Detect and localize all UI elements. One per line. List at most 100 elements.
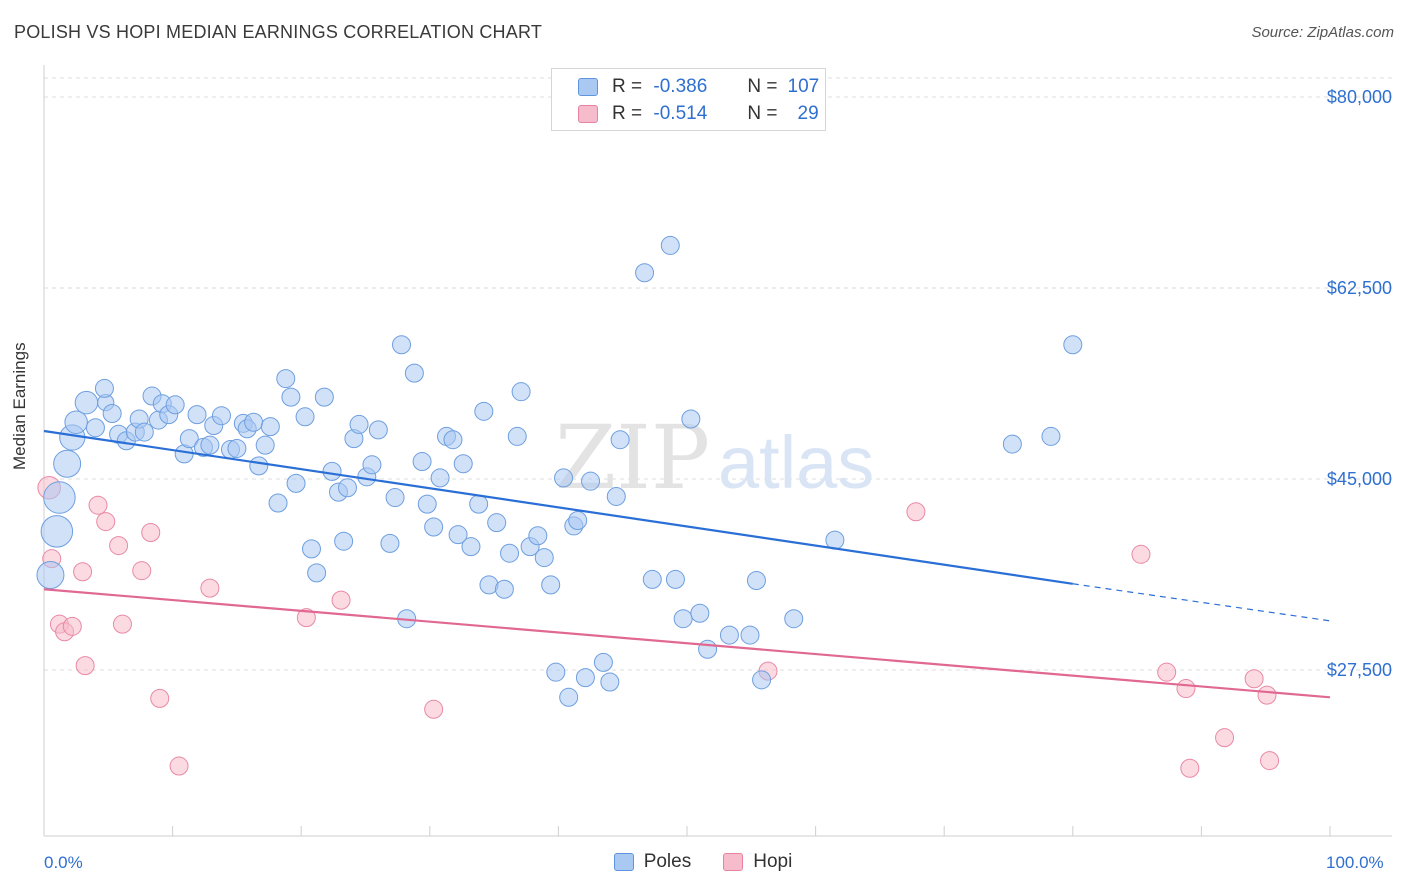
data-point-poles: [1041, 426, 1061, 446]
trend-line-poles: [43, 429, 1073, 585]
legend-item-hopi[interactable]: Hopi: [723, 851, 792, 873]
hopi-n-label: N =: [747, 103, 778, 124]
data-point-poles: [249, 456, 269, 476]
data-point-poles: [94, 378, 114, 398]
y-tick-labels: $27,500 $45,000 $62,500 $80,000: [1327, 87, 1392, 680]
data-point-hopi: [424, 699, 444, 719]
data-point-poles: [385, 488, 405, 508]
hopi-r-label: R =: [612, 103, 643, 124]
stats-legend: R = -0.386 N = 107 R = -0.514 N = 29: [551, 68, 826, 131]
data-point-poles: [227, 438, 247, 458]
axes: [43, 65, 1392, 837]
hopi-r-value: -0.514: [653, 103, 708, 124]
data-point-hopi: [112, 614, 132, 634]
series-poles-points: [36, 235, 1083, 707]
data-point-hopi: [169, 756, 189, 776]
data-point-poles: [36, 561, 65, 590]
chart-title: POLISH VS HOPI MEDIAN EARNINGS CORRELATI…: [14, 22, 543, 42]
data-point-poles: [534, 548, 554, 568]
data-point-poles: [404, 363, 424, 383]
data-point-poles: [593, 652, 613, 672]
data-point-poles: [64, 410, 88, 434]
data-point-poles: [424, 517, 444, 537]
data-point-poles: [134, 422, 154, 442]
gridlines: [44, 77, 1392, 671]
legend-poles-swatch: [613, 853, 634, 871]
data-point-hopi: [75, 656, 95, 676]
data-point-poles: [784, 609, 804, 629]
data-point-poles: [53, 449, 82, 478]
data-point-hopi: [1215, 728, 1235, 748]
data-point-poles: [337, 478, 357, 498]
data-point-poles: [286, 473, 306, 493]
data-point-poles: [581, 471, 601, 491]
data-point-poles: [752, 670, 772, 690]
poles-r-value: -0.386: [653, 76, 708, 97]
hopi-swatch: [578, 105, 598, 123]
y-tick-label: $62,500: [1327, 278, 1392, 298]
y-tick-label: $45,000: [1327, 469, 1392, 489]
data-point-hopi: [1131, 544, 1151, 564]
data-point-poles: [417, 494, 437, 514]
legend-hopi-label: Hopi: [753, 851, 793, 872]
data-point-poles: [690, 603, 710, 623]
data-point-poles: [443, 430, 463, 450]
data-point-hopi: [1257, 685, 1277, 705]
data-point-hopi: [88, 495, 108, 515]
y-tick-label: $80,000: [1327, 87, 1392, 107]
data-point-poles: [362, 455, 382, 475]
data-point-poles: [430, 468, 450, 488]
data-point-poles: [307, 563, 327, 583]
data-point-poles: [487, 513, 507, 533]
data-point-poles: [500, 543, 520, 563]
data-point-poles: [474, 401, 494, 421]
trend-lines: [43, 429, 1331, 699]
data-point-hopi: [62, 616, 82, 636]
data-point-poles: [746, 571, 766, 591]
data-point-poles: [606, 486, 626, 506]
data-point-poles: [665, 569, 685, 589]
data-point-poles: [528, 526, 548, 546]
data-point-poles: [1063, 335, 1083, 355]
data-point-poles: [392, 335, 412, 355]
data-point-poles: [187, 405, 207, 425]
poles-n-label: N =: [747, 76, 778, 97]
data-point-poles: [559, 687, 579, 707]
data-point-poles: [635, 263, 655, 283]
data-point-poles: [568, 510, 588, 530]
data-point-hopi: [109, 536, 129, 556]
data-point-poles: [740, 625, 760, 645]
trend-line-extension-poles: [1072, 583, 1331, 622]
data-point-poles: [511, 382, 531, 402]
data-point-hopi: [132, 561, 152, 581]
data-point-poles: [600, 672, 620, 692]
data-point-poles: [260, 417, 280, 437]
data-point-hopi: [73, 562, 93, 582]
data-point-poles: [40, 515, 74, 548]
data-point-poles: [255, 435, 275, 455]
y-tick-label: $27,500: [1327, 660, 1392, 680]
data-point-hopi: [1180, 758, 1200, 778]
data-point-poles: [453, 454, 473, 474]
data-point-poles: [642, 569, 662, 589]
poles-swatch: [578, 78, 598, 96]
data-point-poles: [85, 418, 105, 438]
data-point-poles: [368, 420, 388, 440]
data-point-poles: [575, 668, 595, 688]
watermark: ZIP atlas: [555, 406, 874, 509]
legend-hopi-swatch: [723, 853, 744, 871]
x-tick-max: 100.0%: [1326, 853, 1384, 872]
data-point-poles: [698, 639, 718, 659]
data-point-poles: [719, 625, 739, 645]
data-point-poles: [102, 404, 122, 424]
data-point-poles: [295, 407, 315, 427]
data-point-poles: [541, 575, 561, 595]
data-point-hopi: [1260, 751, 1280, 771]
legend-poles-label: Poles: [643, 851, 692, 872]
data-point-poles: [43, 481, 76, 514]
data-point-poles: [412, 452, 432, 472]
data-point-poles: [301, 539, 321, 559]
data-point-poles: [681, 409, 701, 429]
legend-item-poles[interactable]: Poles: [613, 851, 692, 873]
legend-row-hopi: R = -0.514 N = 29: [552, 101, 819, 127]
